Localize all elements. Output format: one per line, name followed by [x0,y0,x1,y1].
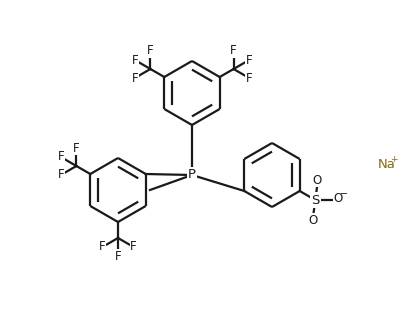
Text: O: O [312,174,322,186]
Text: O: O [334,192,343,206]
Text: F: F [246,53,252,67]
Text: F: F [132,53,138,67]
Text: F: F [73,142,80,154]
Text: F: F [130,241,137,253]
Text: +: + [390,155,398,164]
Text: P: P [188,169,196,182]
Text: F: F [230,45,237,57]
Text: S: S [311,193,319,207]
Text: F: F [115,249,121,262]
Text: F: F [132,72,138,84]
Text: O: O [309,214,318,226]
Text: −: − [340,189,348,199]
Text: F: F [147,45,154,57]
Text: F: F [246,72,252,84]
Text: Na: Na [378,158,396,172]
Text: F: F [99,241,106,253]
Text: F: F [58,150,64,163]
Text: F: F [58,169,64,182]
